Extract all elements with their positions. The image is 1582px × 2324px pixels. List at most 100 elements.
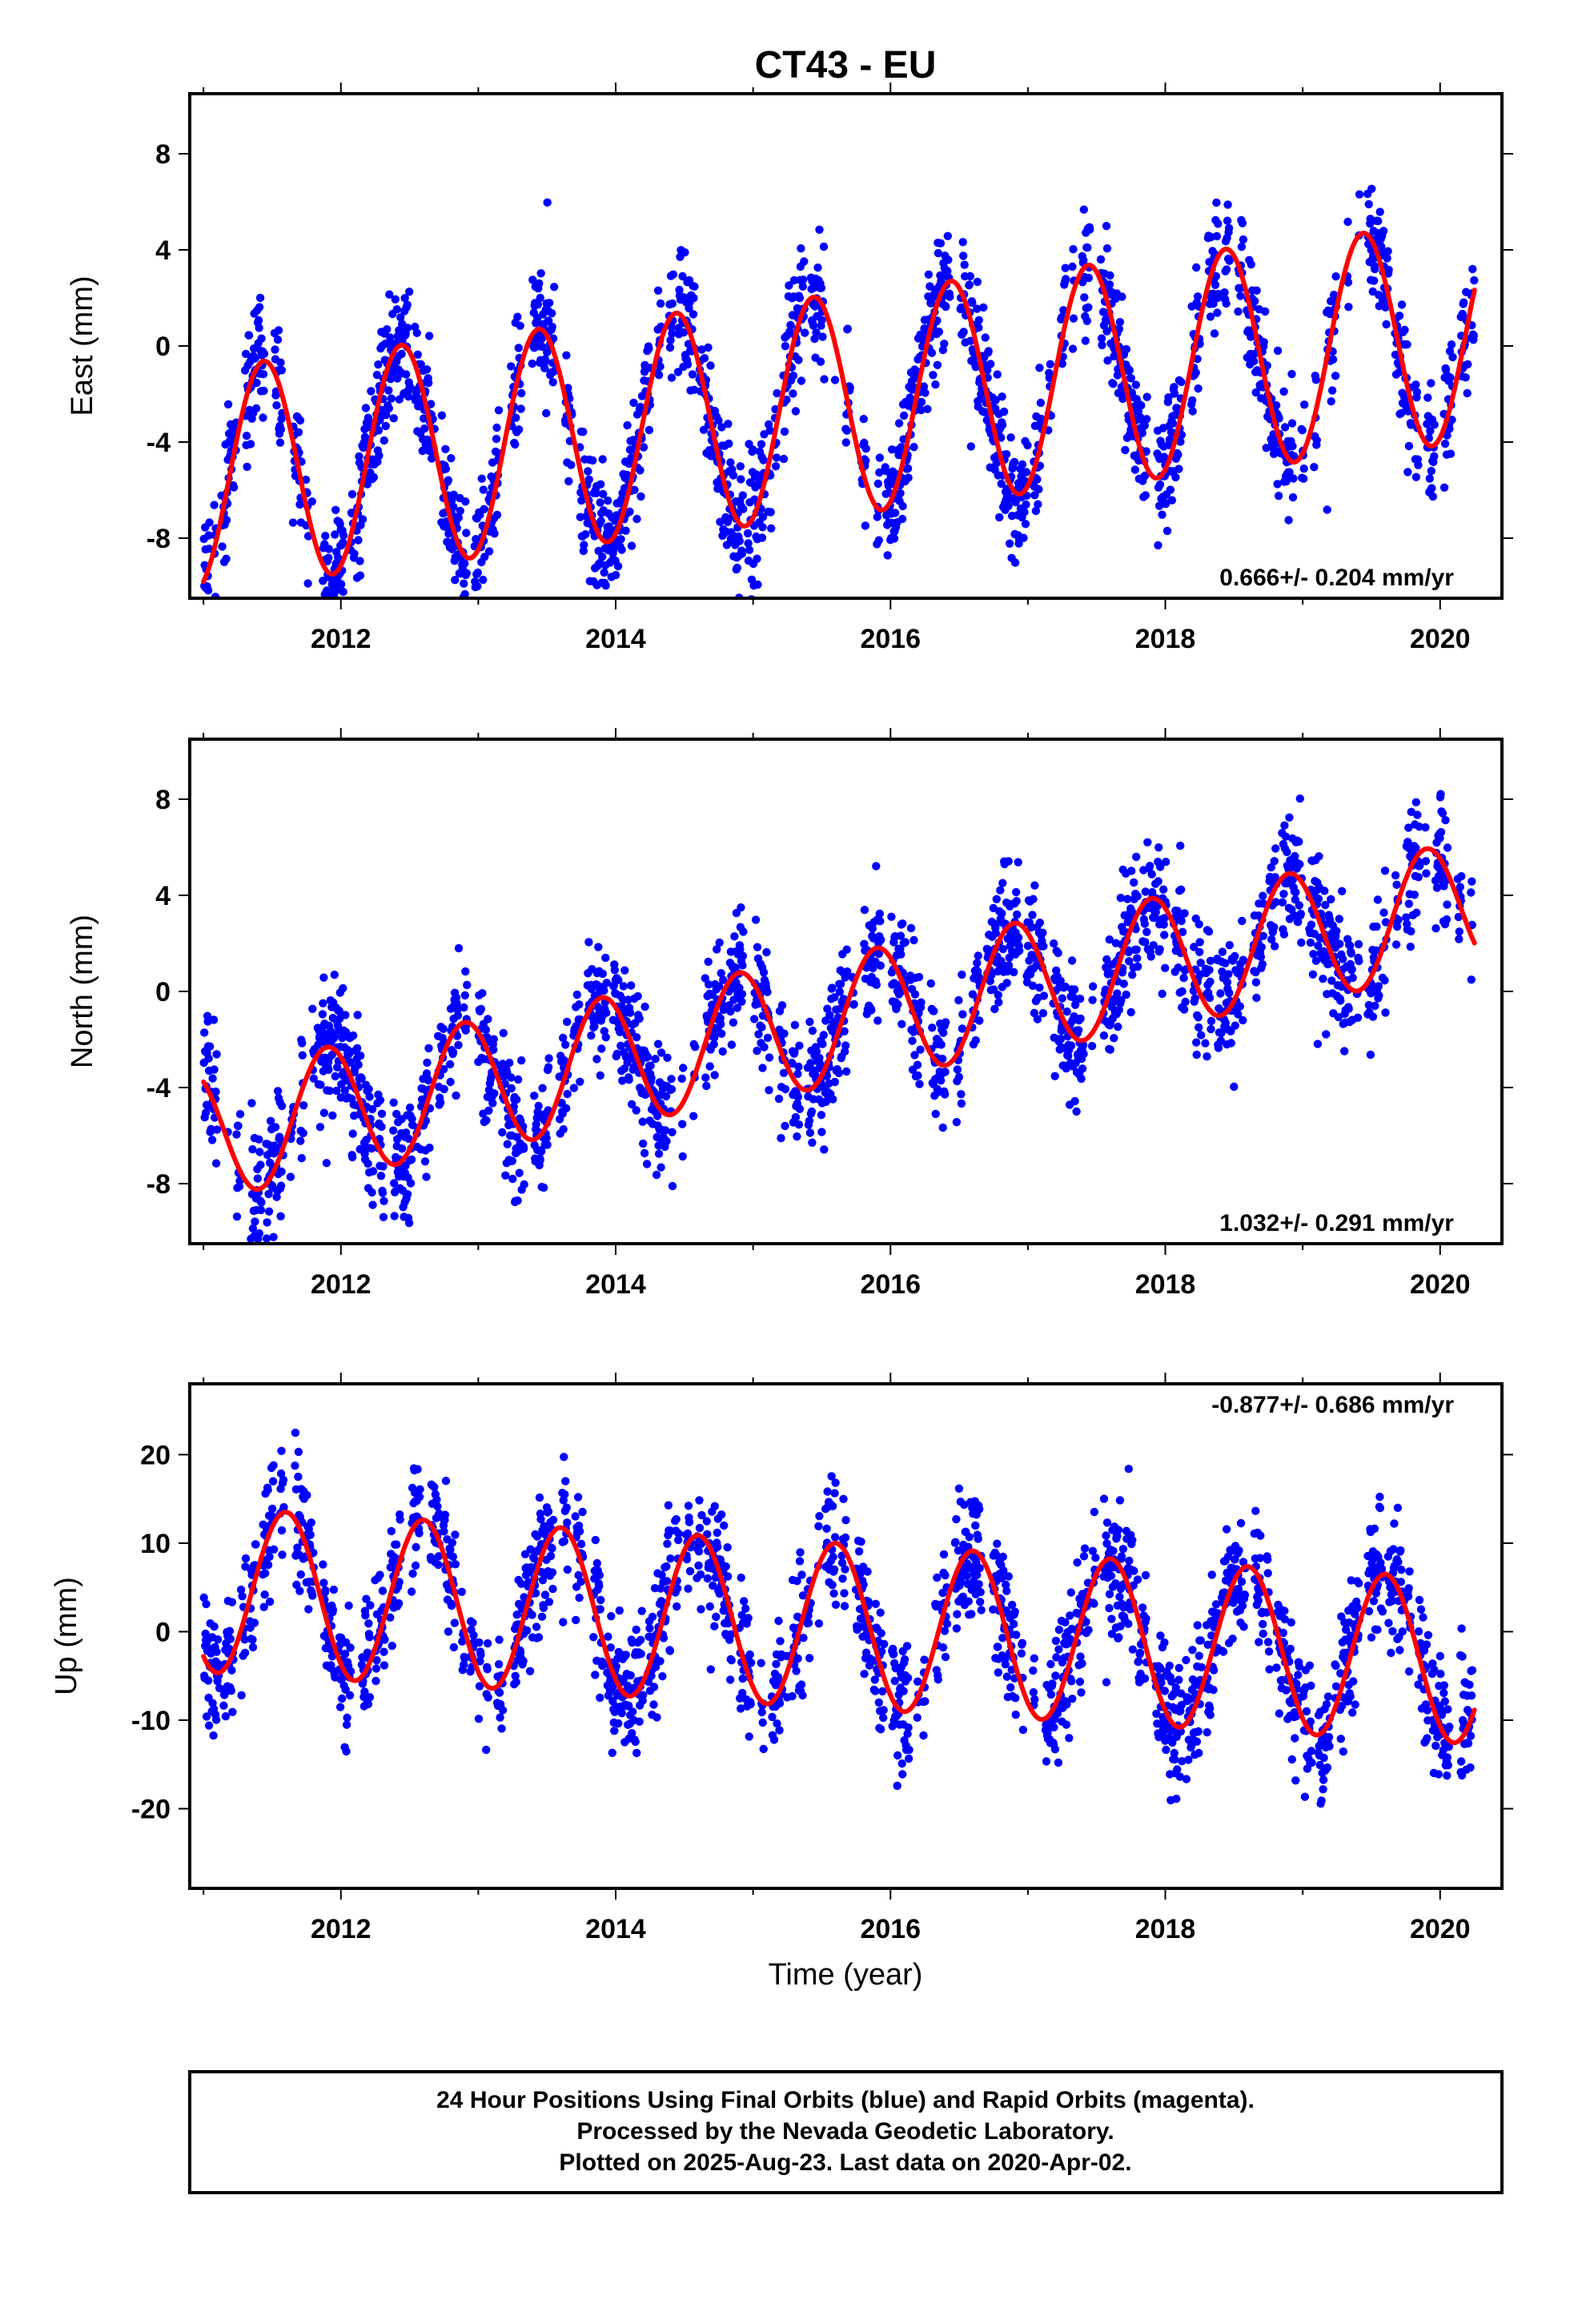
north-data-point bbox=[263, 1218, 271, 1227]
east-data-point bbox=[1122, 344, 1131, 354]
north-data-point bbox=[367, 1188, 376, 1197]
up-data-point bbox=[226, 1634, 235, 1643]
north-data-point bbox=[1142, 927, 1151, 937]
north-data-point bbox=[422, 1172, 431, 1181]
north-y-tick-label: -8 bbox=[147, 1169, 171, 1200]
north-data-point bbox=[1141, 938, 1150, 947]
north-data-point bbox=[200, 1028, 209, 1037]
north-data-point bbox=[612, 1049, 621, 1059]
north-data-point bbox=[1216, 1036, 1226, 1045]
north-data-point bbox=[247, 1099, 256, 1108]
up-data-point bbox=[319, 1578, 328, 1587]
north-data-point bbox=[1201, 1039, 1210, 1047]
east-data-point bbox=[904, 473, 913, 482]
north-data-point bbox=[1113, 989, 1122, 998]
east-data-point bbox=[1223, 216, 1232, 225]
north-data-point bbox=[958, 1024, 967, 1033]
east-data-point bbox=[460, 605, 468, 613]
north-data-point bbox=[508, 1156, 516, 1166]
up-data-point bbox=[591, 1535, 600, 1545]
north-data-point bbox=[1002, 979, 1011, 987]
north-data-point bbox=[1320, 887, 1329, 895]
east-data-point bbox=[795, 293, 805, 303]
east-y-tick-label: -8 bbox=[147, 524, 171, 554]
east-data-point bbox=[816, 357, 825, 366]
east-data-point bbox=[1343, 217, 1352, 227]
north-data-point bbox=[1295, 837, 1303, 846]
east-data-point bbox=[1068, 262, 1077, 271]
north-data-point bbox=[954, 995, 963, 1005]
north-data-point bbox=[463, 980, 472, 990]
north-data-point bbox=[255, 1135, 263, 1144]
up-data-point bbox=[548, 1544, 556, 1553]
east-data-point bbox=[596, 498, 604, 507]
up-data-point bbox=[516, 1579, 526, 1588]
east-data-point bbox=[203, 586, 213, 595]
east-data-point bbox=[541, 356, 550, 364]
north-data-point bbox=[632, 1033, 641, 1042]
east-data-point bbox=[772, 453, 781, 462]
east-data-point bbox=[927, 299, 936, 308]
east-data-point bbox=[1279, 387, 1288, 396]
up-data-point bbox=[575, 1594, 584, 1602]
up-data-point bbox=[548, 1584, 557, 1594]
east-data-point bbox=[1021, 520, 1030, 529]
north-data-point bbox=[837, 979, 845, 988]
north-data-point bbox=[990, 1004, 999, 1014]
north-data-point bbox=[1179, 974, 1188, 983]
north-data-point bbox=[777, 1001, 787, 1010]
north-data-point bbox=[484, 1015, 492, 1023]
east-data-point bbox=[724, 514, 733, 523]
north-data-point bbox=[1234, 1010, 1243, 1019]
east-data-point bbox=[374, 426, 383, 435]
east-data-point bbox=[1188, 396, 1197, 405]
east-data-point bbox=[404, 392, 413, 401]
east-data-point bbox=[744, 539, 753, 548]
north-data-point bbox=[765, 1053, 774, 1062]
east-data-point bbox=[798, 282, 807, 291]
north-data-point bbox=[872, 862, 881, 870]
up-data-point bbox=[576, 1539, 586, 1549]
up-data-point bbox=[259, 1520, 267, 1530]
up-data-point bbox=[260, 1590, 269, 1599]
north-data-point bbox=[1106, 1045, 1115, 1054]
north-data-point bbox=[1346, 941, 1355, 951]
north-data-point bbox=[971, 1035, 981, 1045]
up-data-point bbox=[495, 1688, 504, 1697]
east-data-point bbox=[1439, 483, 1449, 492]
north-data-point bbox=[635, 1014, 644, 1023]
north-data-point bbox=[718, 1047, 727, 1056]
north-data-point bbox=[249, 1249, 257, 1257]
north-data-point bbox=[1195, 947, 1204, 957]
east-data-point bbox=[473, 568, 482, 577]
east-data-point bbox=[203, 621, 211, 629]
north-data-point bbox=[532, 1120, 540, 1129]
up-data-point bbox=[378, 1586, 387, 1595]
north-data-point bbox=[1130, 878, 1138, 887]
east-data-point bbox=[873, 479, 883, 489]
north-data-point bbox=[931, 1109, 940, 1119]
north-data-point bbox=[1306, 938, 1315, 947]
north-data-point bbox=[1223, 978, 1232, 987]
east-data-point bbox=[737, 549, 746, 558]
north-data-point bbox=[1279, 930, 1289, 939]
north-data-point bbox=[926, 979, 936, 988]
north-data-point bbox=[602, 1008, 611, 1017]
north-data-point bbox=[729, 1018, 738, 1027]
north-data-point bbox=[1012, 887, 1021, 897]
up-data-point bbox=[202, 1712, 211, 1721]
north-data-point bbox=[1297, 938, 1306, 947]
east-data-point bbox=[1142, 392, 1151, 401]
east-data-point bbox=[1142, 415, 1151, 424]
east-x-tick-label: 2016 bbox=[860, 624, 921, 654]
east-data-point bbox=[820, 375, 829, 384]
north-data-point bbox=[642, 1160, 652, 1168]
north-data-point bbox=[998, 909, 1006, 918]
north-data-point bbox=[235, 1110, 245, 1119]
east-data-point bbox=[668, 299, 677, 308]
up-data-point bbox=[450, 1618, 460, 1627]
north-data-point bbox=[753, 943, 762, 951]
north-data-point bbox=[1231, 951, 1239, 961]
up-data-point bbox=[372, 1656, 381, 1665]
